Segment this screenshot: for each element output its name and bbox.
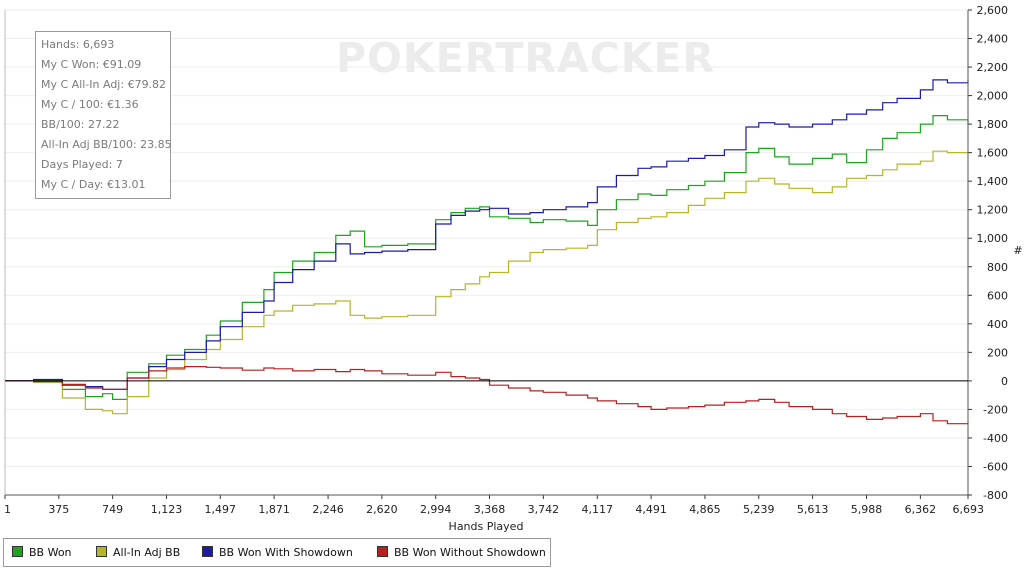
x-axis-title: Hands Played	[449, 520, 524, 533]
series-line-1	[5, 115, 969, 400]
y-axis-title: #	[1013, 244, 1022, 257]
x-tick-label: 375	[48, 503, 69, 516]
legend-item-showdown[interactable]: BB Won With Showdown	[202, 546, 353, 560]
x-tick-label: 1,123	[151, 503, 183, 516]
x-tick-label: 2,994	[420, 503, 452, 516]
stat-won: My C Won: €91.09	[41, 58, 142, 71]
legend-item-allin-adj-bb[interactable]: All-In Adj BB	[96, 546, 180, 560]
x-tick-label: 749	[102, 503, 123, 516]
y-tick-label: 800	[987, 261, 1008, 274]
x-tick-label: 2,246	[312, 503, 344, 516]
x-tick-label: 6,693	[953, 503, 985, 516]
legend-label-bb-won: BB Won	[29, 546, 72, 559]
x-tick-label: 1	[4, 503, 11, 516]
y-tick-label: 1,800	[977, 118, 1009, 131]
y-tick-label: 0	[1001, 375, 1008, 388]
legend-label-non-showdown: BB Won Without Showdown	[394, 546, 546, 559]
y-tick-label: 600	[987, 289, 1008, 302]
y-tick-label: 2,000	[977, 90, 1009, 103]
legend-item-bb-won[interactable]: BB Won	[12, 546, 72, 560]
series-line-2	[5, 150, 969, 415]
y-tick-label: 2,400	[977, 33, 1009, 46]
y-tick-label: 2,200	[977, 61, 1009, 74]
series-line-4	[5, 366, 969, 425]
stat-bb-per-100: BB/100: 27.22	[41, 118, 120, 131]
legend-item-non-showdown[interactable]: BB Won Without Showdown	[377, 546, 546, 560]
stat-won-per-100: My C / 100: €1.36	[41, 98, 139, 111]
y-tick-label: 1,400	[977, 175, 1009, 188]
legend-swatch-allin-adj-bb	[96, 546, 107, 557]
x-tick-label: 4,117	[582, 503, 614, 516]
y-tick-label: -400	[983, 432, 1008, 445]
x-tick-label: 1,497	[205, 503, 237, 516]
y-tick-label: 400	[987, 318, 1008, 331]
x-tick-label: 4,865	[689, 503, 721, 516]
axes: 2,600 2,400 2,200 2,000 1,800 1,600 1,400 1,200…	[4, 4, 1008, 516]
pokertracker-watermark: POKERTRACKER	[336, 34, 716, 82]
stat-days-played: Days Played: 7	[41, 158, 123, 171]
stat-hands: Hands: 6,693	[41, 38, 115, 51]
y-tick-label: -600	[983, 460, 1008, 473]
x-tick-label: 3,368	[474, 503, 506, 516]
series-line-3	[5, 79, 969, 390]
x-tick-label: 5,239	[743, 503, 775, 516]
y-tick-label: -200	[983, 403, 1008, 416]
y-tick-label: 200	[987, 346, 1008, 359]
x-tick-label: 5,988	[851, 503, 883, 516]
x-tick-label: 3,742	[528, 503, 560, 516]
x-tick-label: 5,613	[797, 503, 829, 516]
y-tick-label: 1,000	[977, 232, 1009, 245]
y-tick-label: 1,600	[977, 147, 1009, 160]
stat-allin-bb-per-100: All-In Adj BB/100: 23.85	[41, 138, 172, 151]
legend-swatch-showdown	[202, 546, 213, 557]
legend-label-allin-adj-bb: All-In Adj BB	[113, 546, 181, 559]
y-tick-label: 2,600	[977, 4, 1009, 17]
x-tick-label: 6,362	[905, 503, 937, 516]
series-lines	[5, 79, 969, 425]
x-tick-label: 4,491	[635, 503, 667, 516]
stat-allin-adj: My C All-In Adj: €79.82	[41, 78, 167, 91]
legend-swatch-bb-won	[12, 546, 23, 557]
chart-legend: BB Won All-In Adj BB BB Won With Showdow…	[3, 538, 551, 567]
y-tick-label: -800	[983, 489, 1008, 502]
x-tick-label: 1,871	[258, 503, 290, 516]
x-tick-label: 2,620	[366, 503, 398, 516]
legend-swatch-non-showdown	[377, 546, 388, 557]
stats-tooltip-box: Hands: 6,693 My C Won: €91.09 My C All-I…	[35, 31, 172, 199]
stat-won-per-day: My C / Day: €13.01	[41, 178, 146, 191]
legend-label-showdown: BB Won With Showdown	[219, 546, 353, 559]
y-tick-label: 1,200	[977, 204, 1009, 217]
